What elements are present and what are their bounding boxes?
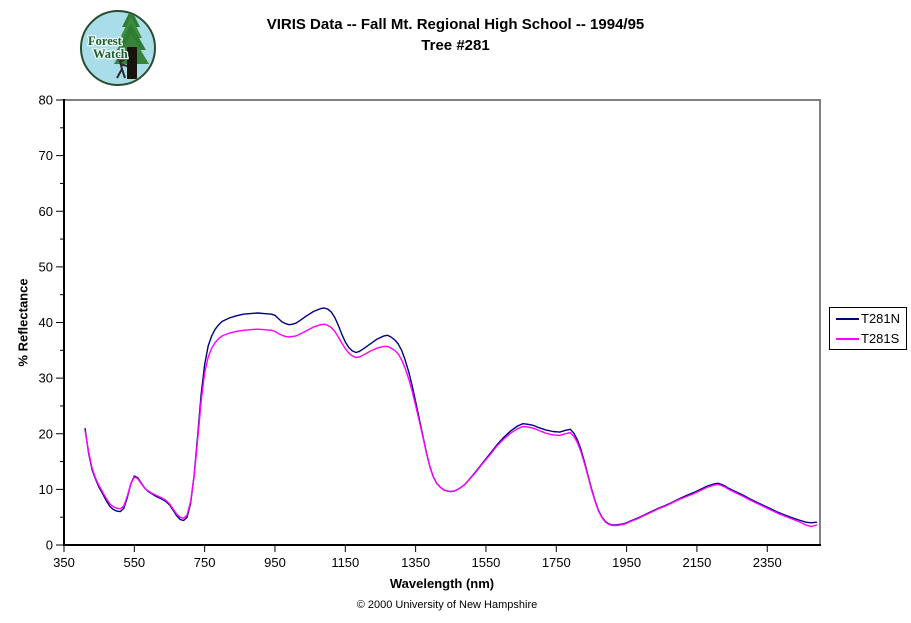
tree-trunk [127, 47, 137, 79]
person-body [116, 57, 128, 79]
y-tick-label: 40 [39, 315, 53, 330]
y-tick-label: 0 [46, 538, 53, 553]
forest-watch-logo: Forest Watch [80, 10, 156, 86]
chart-title-line1: VIRIS Data -- Fall Mt. Regional High Sch… [266, 16, 645, 33]
x-tick-label: 950 [264, 555, 286, 570]
x-axis-title: Wavelength (nm) [389, 576, 495, 591]
x-tick-label: 1550 [471, 555, 500, 570]
x-tick-label: 1350 [401, 555, 430, 570]
legend-line-t281s [836, 337, 859, 340]
x-tick-label: 2150 [682, 555, 711, 570]
logo-text-forest: Forest [88, 34, 123, 48]
x-tick-label: 1750 [542, 555, 571, 570]
y-tick-label: 10 [39, 482, 53, 497]
logo-text-watch: Watch [93, 47, 128, 61]
legend-line-t281n [836, 317, 859, 320]
x-tick-label: 2350 [753, 555, 782, 570]
y-tick-label: 70 [39, 148, 53, 163]
legend-label-t281s: T281S [861, 330, 900, 346]
person-head [117, 55, 123, 61]
x-tick-label: 350 [53, 555, 75, 570]
y-tick-label: 30 [39, 371, 53, 386]
y-tick-label: 60 [39, 204, 53, 219]
chart-title-line2: Tree #281 [421, 37, 490, 54]
x-tick-label: 1950 [612, 555, 641, 570]
legend: T281N T281S [829, 307, 907, 350]
legend-label-t281n: T281N [861, 310, 901, 326]
y-tick-label: 50 [39, 259, 53, 274]
y-axis-title: % Reflectance [15, 278, 31, 367]
series-line-t281n [84, 307, 818, 526]
person-icon [116, 55, 128, 79]
y-tick-label: 20 [39, 426, 53, 441]
series-line-t281s [84, 323, 818, 528]
legend-item-t281s: T281S [830, 331, 906, 347]
chart-title: VIRIS Data -- Fall Mt. Regional High Sch… [0, 14, 911, 56]
legend-item-t281n: T281N [830, 311, 906, 327]
x-tick-label: 1150 [331, 555, 359, 570]
copyright-text: © 2000 University of New Hampshire [356, 599, 538, 611]
x-tick-label: 750 [194, 555, 216, 570]
x-tick-label: 550 [123, 555, 145, 570]
y-tick-label: 80 [39, 93, 53, 108]
